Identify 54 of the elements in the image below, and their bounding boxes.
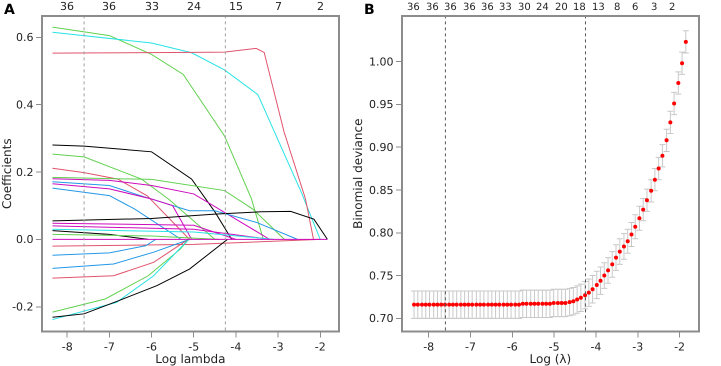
x-tick-label: -8: [423, 340, 434, 354]
y-tick-label: 0.95: [369, 98, 394, 112]
y-tick-label: -0.2: [12, 300, 34, 314]
text: 36: [102, 0, 116, 13]
y-tick-label: 0.0: [16, 233, 34, 246]
x-tick-label: -2: [314, 340, 326, 354]
y-tick-label: 0.2: [16, 166, 34, 179]
text: 7: [275, 0, 282, 13]
x-tick-label: -7: [104, 340, 115, 354]
y-tick-label: 0.70: [369, 312, 394, 326]
text: 36: [60, 0, 74, 13]
chart-title: A: [4, 2, 15, 18]
text: 3: [651, 2, 658, 13]
x-axis-title: Log lambda: [155, 352, 226, 366]
text: 8: [614, 2, 620, 13]
y-tick-label: 1.00: [369, 55, 394, 68]
y-axis-title: Coefficients: [0, 138, 14, 209]
x-tick-label: -7: [465, 340, 476, 354]
y-tick-label: 0.75: [369, 269, 394, 282]
text: 36: [463, 2, 476, 13]
y-axis-title: Binomial deviance: [350, 118, 365, 229]
text: 36: [426, 2, 439, 13]
x-tick-label: -3: [272, 340, 284, 354]
text: 24: [187, 0, 201, 13]
text: 2: [669, 2, 676, 13]
x-tick-label: -4: [590, 340, 602, 354]
text: 6: [632, 2, 638, 13]
x-tick-label: -2: [674, 340, 686, 354]
chart-title: B: [364, 2, 375, 18]
y-tick-label: 0.80: [369, 226, 394, 240]
text: 20: [555, 2, 568, 13]
text: 33: [145, 0, 159, 13]
y-tick-label: 0.6: [16, 31, 34, 44]
text: 2: [317, 0, 324, 13]
x-tick-label: -4: [230, 340, 242, 354]
y-tick-label: 0.85: [369, 184, 394, 197]
text: 24: [536, 2, 549, 13]
x-axis-title: Log (λ): [530, 352, 572, 366]
x-tick-label: -6: [506, 340, 518, 354]
text: 36: [481, 2, 494, 13]
text: 33: [499, 2, 512, 13]
y-tick-label: 0.90: [369, 141, 394, 154]
text: 15: [229, 0, 243, 13]
x-tick-label: -3: [632, 340, 644, 354]
text: 36: [444, 2, 457, 13]
x-tick-label: -6: [146, 340, 158, 354]
x-tick-label: -8: [62, 340, 73, 354]
x-tick-label: -5: [188, 340, 200, 354]
text: 13: [592, 2, 605, 13]
text: 18: [573, 2, 586, 13]
x-tick-label: -5: [548, 340, 560, 354]
text: 36: [407, 2, 420, 13]
y-tick-label: 0.4: [16, 98, 34, 112]
text: 30: [518, 2, 531, 13]
